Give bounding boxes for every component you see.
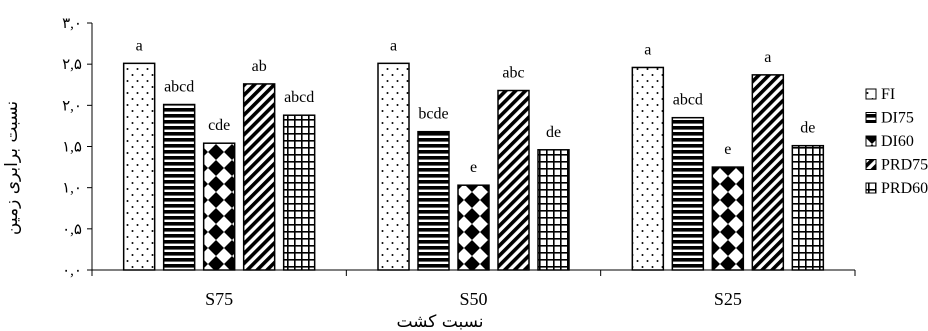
- significance-label: ab: [252, 58, 267, 75]
- bars-group: [122, 62, 825, 271]
- bar-fi-s75: [122, 62, 156, 271]
- legend-label-fi: FI: [881, 86, 895, 103]
- y-tick-label: ۰,۵: [62, 222, 82, 238]
- y-tick-label: ۰,۰: [62, 263, 82, 279]
- y-tick-label: ۳,۰: [62, 16, 82, 32]
- significance-label: abcd: [284, 89, 314, 106]
- significance-label: e: [724, 141, 731, 158]
- legend-label-prd75: PRD75: [881, 157, 928, 174]
- bar-fi-s50: [377, 62, 410, 271]
- legend-swatch-fi[interactable]: [865, 88, 877, 100]
- significance-label: a: [644, 41, 651, 58]
- x-tick-label: S25: [714, 289, 742, 309]
- y-axis: ۰,۰ ۰,۵ ۱,۰ ۱,۵ ۲,۰ ۲,۵ ۳,۰: [62, 16, 93, 279]
- bar-di60-s50: [457, 184, 490, 271]
- bar-di75-s25: [671, 116, 705, 271]
- bar-prd60-s50: [537, 149, 570, 271]
- legend-label-prd60: PRD60: [881, 180, 928, 197]
- legend-swatch-di60[interactable]: [865, 135, 877, 147]
- significance-label: de: [800, 120, 815, 137]
- significance-label: a: [764, 49, 771, 66]
- bar-prd75-s75: [242, 83, 276, 271]
- significance-label: de: [546, 124, 561, 141]
- bar-di75-s75: [162, 103, 196, 271]
- legend-label-di75: DI75: [881, 110, 914, 127]
- y-tick-label: ۲,۰: [62, 98, 82, 114]
- y-tick-label: ۲,۵: [62, 57, 82, 73]
- bar-di75-s50: [417, 130, 450, 271]
- significance-label: bcde: [418, 106, 448, 123]
- significance-label: abcd: [673, 92, 703, 109]
- bar-di60-s25: [711, 166, 745, 271]
- significance-labels: a a a abcd bcde abcd cde e e ab abc a abcd de de: [136, 37, 816, 176]
- significance-label: cde: [208, 117, 230, 134]
- significance-label: abcd: [164, 79, 194, 96]
- legend-label-di60: DI60: [881, 133, 914, 150]
- y-axis-title: نسبت برابری زمین: [2, 101, 22, 235]
- y-tick-label: ۱,۰: [62, 181, 82, 197]
- bar-prd60-s75: [282, 114, 316, 271]
- legend-swatch-di75[interactable]: [865, 112, 877, 123]
- legend-swatch-prd60[interactable]: [865, 182, 877, 194]
- bar-di60-s75: [202, 142, 236, 271]
- significance-label: e: [470, 159, 477, 176]
- x-tick-label: S50: [459, 289, 487, 309]
- significance-label: a: [136, 37, 143, 54]
- bar-prd60-s25: [791, 144, 825, 271]
- x-axis-title: نسبت کشت: [396, 312, 483, 331]
- significance-label: a: [390, 37, 397, 54]
- bar-fi-s25: [631, 66, 665, 271]
- bar-prd75-s25: [751, 74, 785, 271]
- x-axis: S75 S50 S25: [91, 269, 856, 309]
- y-tick-label: ۱,۵: [62, 140, 82, 156]
- significance-label: abc: [502, 65, 524, 82]
- legend[interactable]: FI DI75 DI60 PRD75 PRD60: [865, 86, 928, 197]
- bar-prd75-s50: [497, 89, 530, 271]
- legend-swatch-prd75[interactable]: [865, 159, 877, 170]
- x-tick-label: S75: [205, 289, 233, 309]
